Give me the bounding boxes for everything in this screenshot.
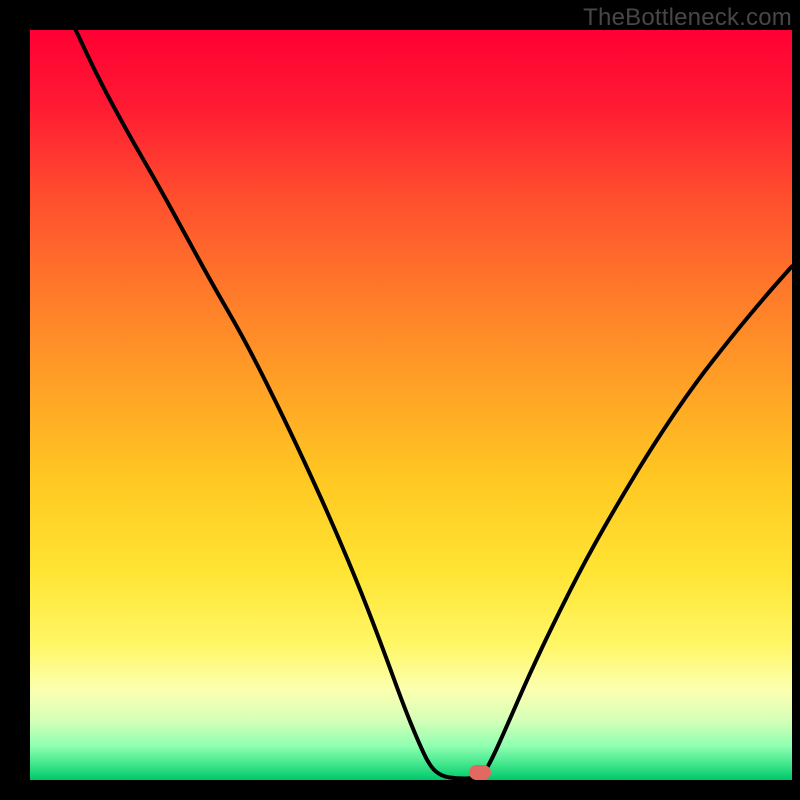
optimal-point-marker <box>469 765 491 780</box>
chart-stage: TheBottleneck.com <box>0 0 800 800</box>
watermark-text: TheBottleneck.com <box>583 4 792 32</box>
plot-area <box>30 30 792 780</box>
bottleneck-curve <box>30 30 792 780</box>
